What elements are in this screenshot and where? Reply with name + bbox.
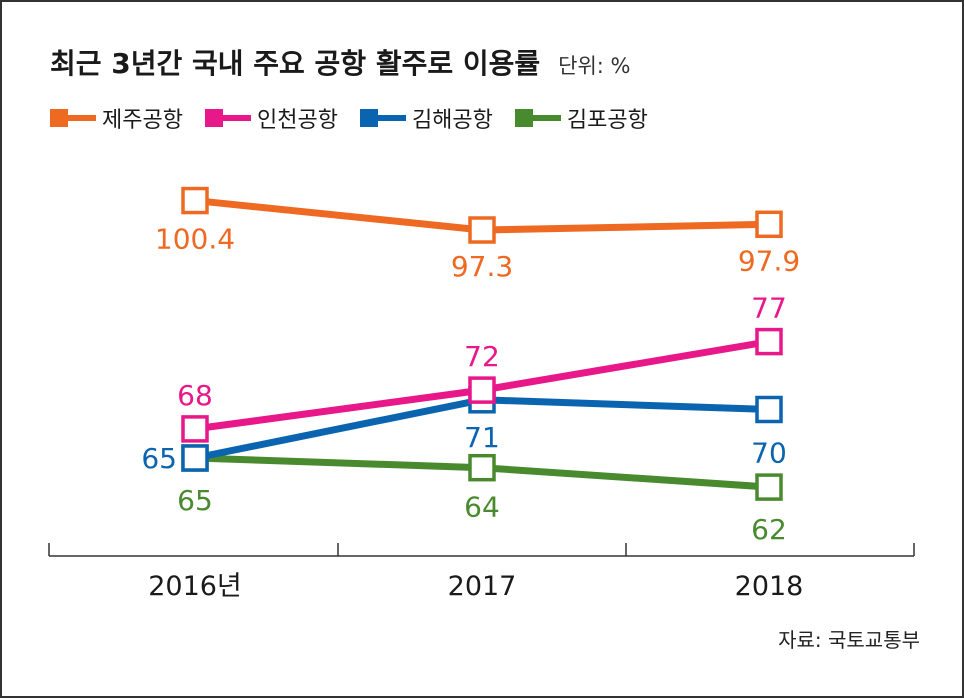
x-tick-label-0: 2016년 bbox=[148, 571, 242, 602]
legend-label-gimhae: 김해공항 bbox=[411, 108, 493, 133]
data-label-incheon-2: 77 bbox=[751, 292, 787, 325]
data-label-gimpo-2: 62 bbox=[751, 513, 787, 546]
unit-label: 단위: % bbox=[558, 54, 631, 78]
point-jeju-0 bbox=[181, 186, 209, 215]
x-tick-label-1: 2017 bbox=[448, 571, 517, 602]
title-row: 최근 3년간 국내 주요 공항 활주로 이용률 단위: % bbox=[50, 42, 631, 82]
legend-item-gimhae: 김해공항 bbox=[359, 102, 493, 134]
data-label-incheon-1: 72 bbox=[464, 340, 500, 373]
data-label-incheon-0: 68 bbox=[177, 379, 213, 412]
data-label-gimhae-2: 70 bbox=[751, 437, 787, 470]
legend-item-jeju: 제주공항 bbox=[50, 102, 183, 134]
data-label-gimpo-0: 65 bbox=[177, 484, 213, 517]
legend: 제주공항 인천공항 김해공항 김포공항 bbox=[50, 102, 670, 134]
legend-label-incheon: 인천공항 bbox=[256, 108, 338, 133]
legend-item-incheon: 인천공항 bbox=[204, 102, 338, 134]
point-gimhae-0 bbox=[181, 444, 209, 472]
data-label-jeju-0: 100.4 bbox=[155, 223, 235, 256]
source-note: 자료: 국토교통부 bbox=[778, 628, 920, 652]
chart-title: 최근 3년간 국내 주요 공항 활주로 이용률 bbox=[50, 47, 541, 80]
point-gimhae-2 bbox=[755, 395, 783, 424]
point-incheon-1 bbox=[468, 376, 496, 404]
data-label-jeju-1: 97.3 bbox=[451, 250, 513, 283]
point-incheon-0 bbox=[181, 415, 209, 443]
data-label-gimpo-1: 64 bbox=[464, 491, 500, 524]
data-label-jeju-2: 97.9 bbox=[738, 244, 800, 277]
point-incheon-2 bbox=[755, 327, 783, 356]
legend-swatch-gimpo bbox=[514, 107, 561, 129]
legend-item-gimpo: 김포공항 bbox=[514, 102, 648, 134]
point-gimpo-2 bbox=[755, 473, 783, 501]
legend-swatch-gimhae bbox=[359, 107, 406, 129]
point-jeju-1 bbox=[468, 216, 496, 244]
x-tick-label-2: 2018 bbox=[735, 571, 804, 602]
point-gimpo-1 bbox=[468, 453, 496, 482]
data-label-gimhae-1: 71 bbox=[464, 421, 500, 454]
legend-label-jeju: 제주공항 bbox=[102, 108, 183, 133]
legend-swatch-jeju bbox=[50, 107, 96, 129]
legend-label-gimpo: 김포공항 bbox=[566, 108, 648, 133]
data-label-gimhae-0: 65 bbox=[141, 442, 177, 475]
point-jeju-2 bbox=[755, 210, 783, 239]
legend-swatch-incheon bbox=[204, 107, 251, 129]
